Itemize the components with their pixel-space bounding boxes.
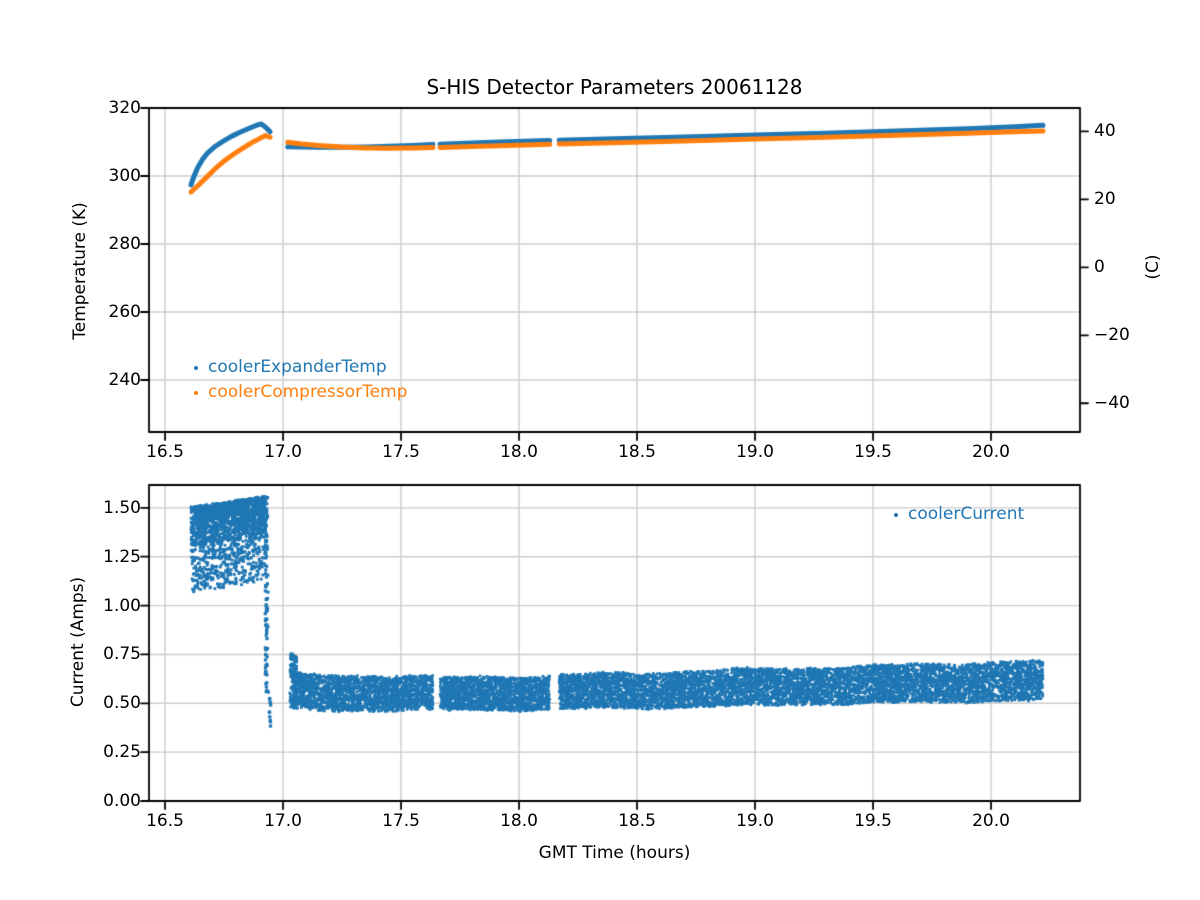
legend-label: coolerCurrent	[908, 504, 1025, 524]
x-tick-label: 18.5	[618, 442, 656, 462]
y2-tick-label: 20	[1094, 189, 1116, 210]
x-tick-label: 19.5	[854, 442, 892, 462]
legend-item-coolerExpanderTemp: coolerExpanderTemp	[190, 355, 407, 380]
x-tick-label: 17.0	[264, 442, 302, 462]
legend: coolerExpanderTemp coolerCompressorTemp	[190, 355, 407, 405]
legend-label: coolerCompressorTemp	[208, 382, 408, 402]
x-tick-label: 17.5	[382, 442, 420, 462]
x-tick-label: 18.0	[500, 811, 538, 831]
y-tick-label: 320	[108, 98, 141, 118]
y2-tick-label: −20	[1094, 325, 1130, 346]
x-tick-label: 20.0	[972, 442, 1010, 462]
y-tick-label: 0.75	[103, 644, 141, 665]
x-tick-label: 19.0	[736, 442, 774, 462]
scatter-marker-icon	[194, 365, 198, 370]
y2-tick-label: 0	[1094, 257, 1105, 278]
legend-item-coolerCompressorTemp: coolerCompressorTemp	[190, 380, 407, 405]
x-tick-label: 19.5	[854, 811, 892, 831]
y-tick-label: 0.00	[103, 791, 141, 811]
y-tick-label: 300	[108, 165, 141, 186]
x-tick-label: 18.0	[500, 442, 538, 462]
y-tick-label: 0.25	[103, 742, 141, 763]
y-tick-label: 240	[108, 369, 141, 390]
x-tick-label: 16.5	[146, 442, 184, 462]
y-tick-label: 1.50	[103, 497, 141, 518]
legend-label: coolerExpanderTemp	[208, 357, 387, 377]
x-axis-label-gmt-time: GMT Time (hours)	[538, 843, 691, 863]
x-tick-label: 16.5	[146, 811, 184, 831]
y-tick-label: 1.25	[103, 546, 141, 567]
y2-tick-label: 40	[1094, 121, 1116, 142]
legend-item-coolerCurrent: coolerCurrent	[890, 502, 1024, 527]
x-tick-label: 18.5	[618, 811, 656, 831]
legend: coolerCurrent	[890, 502, 1024, 527]
x-tick-label: 17.0	[264, 811, 302, 831]
scatter-marker-icon	[894, 512, 898, 517]
y-tick-label: 0.50	[103, 693, 141, 714]
y-tick-label: 1.00	[103, 595, 141, 616]
scatter-marker-icon	[194, 390, 198, 395]
y-tick-label: 280	[108, 233, 141, 254]
x-tick-label: 17.5	[382, 811, 420, 831]
x-tick-label: 20.0	[972, 811, 1010, 831]
y-tick-label: 260	[108, 301, 141, 322]
x-tick-label: 19.0	[736, 811, 774, 831]
chart-title: S-HIS Detector Parameters 20061128	[426, 75, 803, 99]
y2-tick-label: −40	[1094, 393, 1130, 414]
